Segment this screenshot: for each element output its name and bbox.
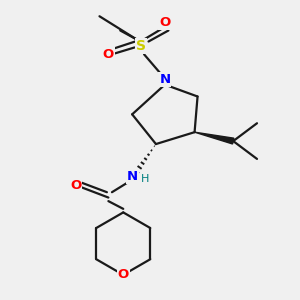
Polygon shape: [195, 132, 234, 144]
Text: N: N: [159, 73, 170, 86]
Text: H: H: [141, 174, 150, 184]
Text: S: S: [136, 39, 146, 53]
Text: N: N: [127, 170, 138, 183]
Text: O: O: [70, 179, 81, 192]
Text: O: O: [103, 48, 114, 62]
Text: O: O: [118, 268, 129, 281]
Text: O: O: [159, 16, 170, 29]
